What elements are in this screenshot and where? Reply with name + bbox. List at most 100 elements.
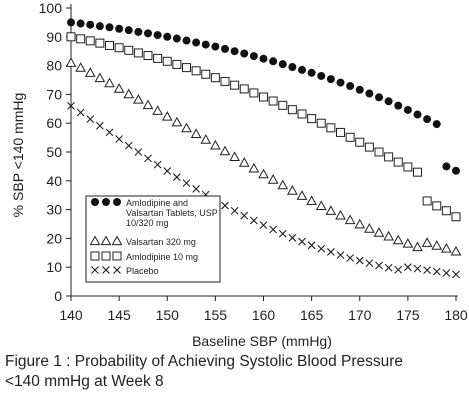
data-point (76, 19, 85, 28)
y-tick-label: 20 (46, 230, 62, 246)
data-point (375, 93, 383, 102)
data-point (153, 160, 162, 169)
x-tick-label: 145 (107, 307, 131, 323)
data-point (374, 147, 384, 157)
data-point (413, 110, 422, 119)
data-point (297, 109, 307, 119)
data-point (67, 102, 75, 110)
data-point (191, 66, 201, 76)
data-point (431, 240, 443, 250)
data-point (375, 261, 383, 270)
legend-marker (101, 251, 111, 261)
data-point (451, 212, 461, 222)
data-point (171, 116, 183, 127)
data-point (65, 57, 77, 67)
data-point (105, 23, 114, 32)
data-point (413, 264, 422, 273)
legend-label: Amlodipine 10 mg (126, 252, 198, 262)
data-point (432, 267, 441, 276)
data-point (172, 173, 181, 181)
data-point (344, 214, 356, 225)
data-point (336, 78, 345, 87)
data-point (268, 96, 278, 106)
data-point (105, 40, 114, 50)
data-point (269, 225, 278, 234)
data-point (75, 62, 86, 72)
legend-marker (102, 198, 110, 206)
legend-marker (91, 198, 99, 206)
data-point (240, 49, 249, 58)
data-point (452, 166, 460, 175)
data-point (85, 36, 95, 46)
data-point (201, 40, 210, 49)
data-point (219, 145, 231, 156)
data-point (220, 76, 230, 86)
data-point (307, 241, 316, 250)
data-point (442, 269, 451, 277)
data-point (393, 157, 403, 167)
data-point (201, 69, 211, 79)
data-point (422, 196, 432, 206)
y-tick-label: 30 (46, 202, 62, 218)
chart: % SBP <140 mmHg Baseline SBP (mmHg) 0 10 2… (10, 0, 468, 349)
data-point (355, 137, 365, 147)
series-1 (67, 18, 460, 175)
data-point (394, 101, 403, 110)
legend-marker (113, 266, 121, 274)
data-point (355, 85, 364, 94)
data-point (296, 190, 308, 200)
data-point (210, 139, 221, 150)
caption-line-2: <140 mmHg at Week 8 (5, 373, 164, 390)
legend-marker (102, 266, 110, 274)
x-tick-label: 175 (396, 307, 420, 323)
data-point (269, 57, 278, 66)
data-point (364, 223, 375, 233)
data-point (403, 105, 412, 114)
data-point (326, 75, 335, 84)
data-point (307, 114, 317, 124)
data-point (144, 154, 152, 163)
data-point (200, 134, 212, 144)
data-point (346, 254, 355, 262)
x-tick-label: 160 (252, 307, 276, 323)
data-point (123, 88, 135, 99)
axes: 0 10 20 30 40 50 60 70 80 90 100 140 145 150 155 160 165… (39, 0, 468, 323)
data-point (277, 179, 289, 190)
data-point (66, 32, 76, 42)
data-point (152, 105, 163, 115)
data-point (432, 120, 441, 129)
data-point (133, 94, 144, 104)
data-point (373, 227, 385, 237)
data-point (249, 88, 259, 98)
data-point (94, 72, 106, 83)
data-point (306, 195, 317, 206)
data-point (182, 63, 191, 73)
data-point (413, 167, 422, 177)
data-point (230, 47, 239, 56)
data-point (86, 115, 95, 124)
data-point (394, 265, 403, 274)
y-tick-label: 50 (46, 144, 62, 160)
legend-marker (100, 235, 112, 246)
data-point (67, 18, 75, 27)
data-point (383, 230, 394, 241)
data-point (144, 29, 152, 38)
data-point (317, 71, 326, 80)
data-point (326, 248, 335, 256)
data-point (403, 263, 412, 272)
data-point (287, 185, 298, 195)
y-tick-label: 90 (46, 29, 62, 45)
data-point (365, 89, 374, 98)
data-point (105, 128, 114, 137)
data-point (249, 216, 258, 225)
legend-label: Amlodipine and (126, 198, 188, 208)
data-point (229, 151, 240, 161)
data-point (142, 99, 154, 110)
data-point (86, 20, 95, 29)
legend-marker (111, 235, 123, 246)
data-point (259, 221, 268, 230)
data-point (182, 179, 191, 187)
legend-marker (90, 251, 100, 261)
data-point (278, 229, 287, 238)
